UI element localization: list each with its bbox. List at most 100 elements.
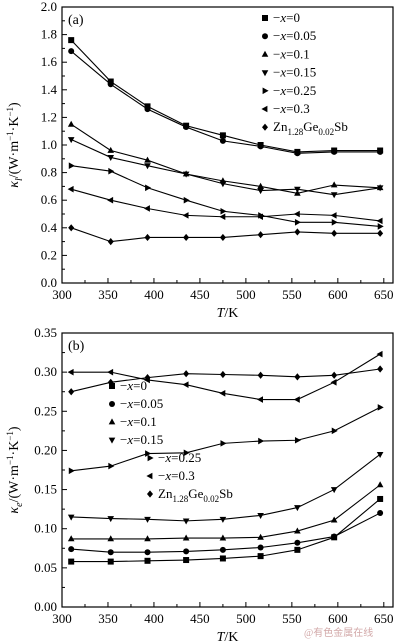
y-tick-label: 0.8 [41, 165, 57, 180]
data-point [377, 223, 384, 230]
legend-marker [262, 123, 268, 131]
data-point [294, 527, 301, 534]
legend-entry: −x=0.1 [273, 46, 310, 61]
data-point [183, 557, 190, 564]
data-point [377, 404, 384, 411]
x-tick-label: 350 [98, 611, 118, 626]
data-point [107, 196, 114, 204]
legend-marker [146, 472, 153, 480]
x-axis-label: T/K [217, 306, 239, 321]
data-point [183, 548, 190, 555]
data-point [331, 533, 338, 540]
data-point [219, 233, 226, 242]
legend-marker [261, 50, 269, 57]
data-point [331, 427, 338, 435]
data-point [144, 106, 151, 113]
panel-label: (a) [68, 13, 84, 28]
data-point [67, 514, 75, 521]
y-axis-label: κl/(W·m−1·K−1) [5, 102, 25, 188]
data-point [220, 207, 227, 215]
data-point [67, 535, 75, 542]
y-tick-label: 0.05 [34, 560, 57, 575]
legend-entry: Zn1.28Ge0.02Sb [158, 486, 233, 504]
legend-marker [109, 401, 115, 407]
legend-marker [262, 15, 268, 21]
data-point [144, 549, 151, 556]
legend-marker [108, 418, 116, 425]
data-point [376, 481, 384, 488]
series-line [71, 406, 381, 472]
legend-marker [261, 105, 268, 113]
y-tick-label: 0.2 [41, 247, 57, 262]
legend-marker [109, 383, 115, 389]
data-point [144, 233, 151, 242]
data-point [108, 167, 115, 175]
data-point [330, 181, 338, 188]
data-point [219, 370, 226, 379]
data-point [219, 132, 226, 139]
data-point [68, 388, 75, 396]
y-tick-label: 0.00 [34, 599, 57, 614]
data-point [294, 150, 301, 157]
data-point [144, 156, 151, 163]
data-point [377, 495, 384, 502]
data-point [294, 186, 301, 193]
legend-marker [262, 87, 269, 95]
data-point [257, 213, 263, 221]
legend-entry: −x=0.15 [273, 65, 316, 80]
legend-entry: −x=0.25 [158, 450, 201, 465]
data-point [144, 516, 151, 523]
panel-b-chart: 300 350 400 450 500 550 600 650 0.00 0.05 0.10 0.15… [5, 325, 394, 641]
legend-entry: −x=0.25 [273, 83, 316, 98]
data-point [183, 124, 190, 131]
data-point [107, 558, 114, 565]
data-point [258, 437, 265, 445]
y-tick-label: 1.6 [41, 54, 58, 69]
data-point [257, 371, 264, 379]
data-point [330, 487, 338, 494]
legend-entry: −x=0.3 [158, 468, 195, 483]
legend-marker [261, 70, 269, 77]
data-point [107, 238, 114, 246]
data-point [294, 539, 301, 546]
x-tick-label: 450 [190, 611, 210, 626]
x-tick-label: 550 [282, 611, 302, 626]
data-point [144, 535, 151, 542]
y-tick-label: 0.6 [41, 192, 58, 207]
data-point [293, 396, 300, 403]
data-point [257, 231, 264, 239]
data-point [331, 218, 338, 226]
legend-entry: −x=0.1 [120, 414, 157, 429]
data-point [331, 371, 338, 379]
data-point [144, 374, 151, 382]
data-point [220, 440, 227, 447]
data-point [144, 163, 151, 170]
data-point [107, 146, 115, 153]
legend-entry: −x=0.05 [120, 396, 163, 411]
x-tick-label: 450 [190, 287, 210, 302]
data-point [68, 558, 75, 565]
y-tick-label: 0.0 [41, 275, 57, 290]
x-tick-label: 300 [52, 287, 72, 302]
data-point [67, 120, 75, 127]
panel-label: (b) [68, 339, 85, 354]
data-point [143, 205, 150, 212]
x-tick-label: 500 [236, 287, 256, 302]
data-point [293, 210, 300, 218]
data-point [219, 181, 227, 188]
data-point [331, 148, 338, 155]
data-point [107, 81, 114, 88]
data-point [257, 513, 264, 520]
y-tick-label: 0.10 [34, 521, 57, 536]
data-point [330, 212, 337, 219]
y-tick-label: 1.4 [41, 82, 58, 97]
data-point [330, 192, 338, 199]
x-tick-label: 350 [98, 287, 118, 302]
data-point [145, 450, 152, 457]
y-tick-label: 1.8 [41, 27, 57, 42]
x-tick-label: 600 [328, 287, 348, 302]
data-point [219, 555, 226, 562]
data-point [182, 212, 189, 219]
y-axis-label: κe/(W·m−1·K−1) [5, 426, 25, 513]
y-tick-label: 0.30 [34, 364, 57, 379]
